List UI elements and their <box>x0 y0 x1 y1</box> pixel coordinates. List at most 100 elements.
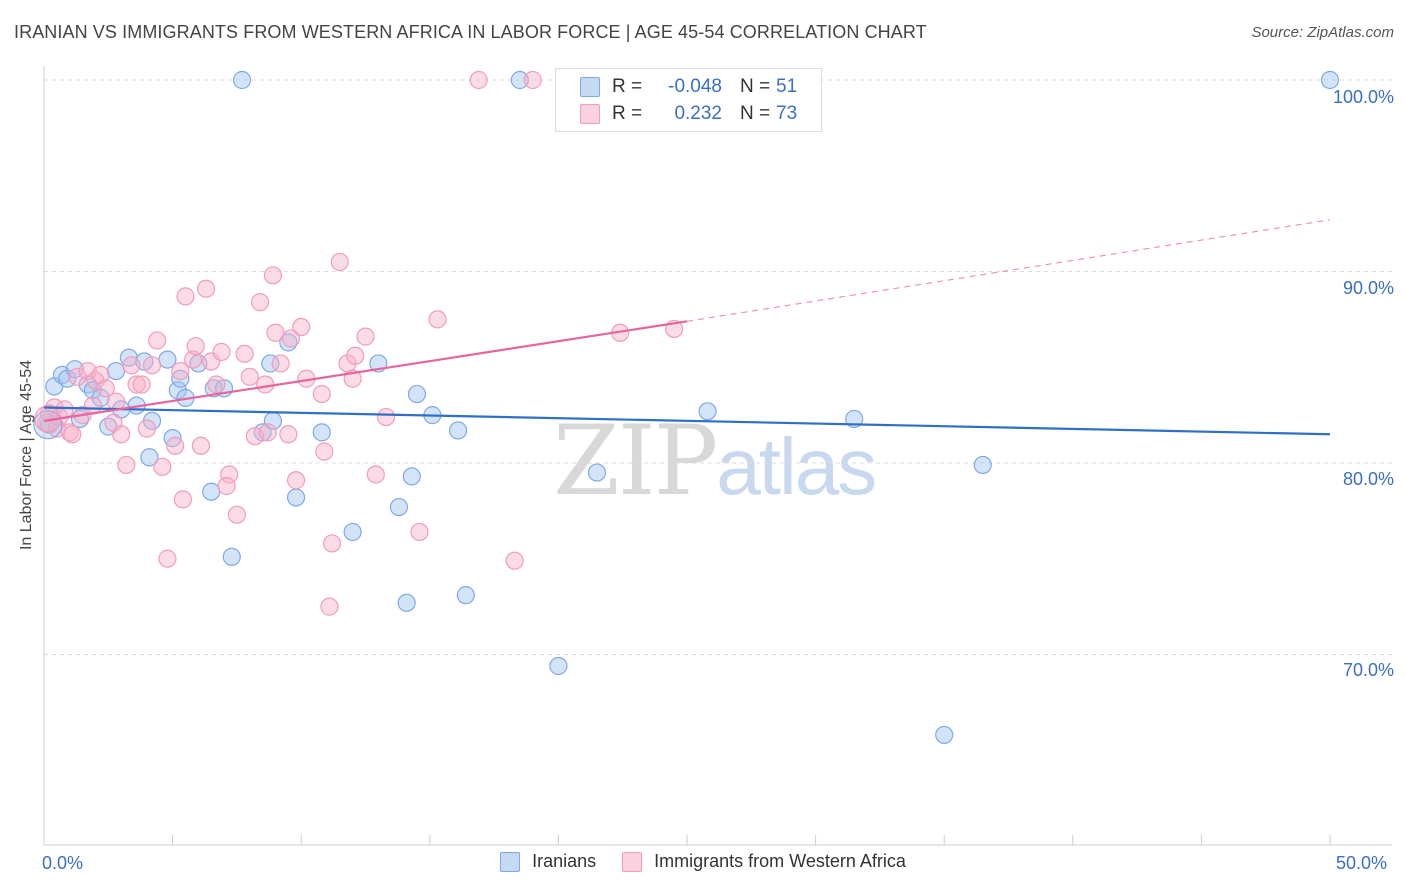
western-africa-point <box>184 350 203 369</box>
iranians-point <box>312 423 331 442</box>
iranians-point <box>510 70 529 90</box>
iranians-point <box>140 448 159 467</box>
western-africa-point <box>176 287 195 306</box>
iranians-point <box>168 381 187 400</box>
western-africa-point <box>356 327 375 346</box>
watermark-zip: ZIP <box>553 405 718 517</box>
iranians-point <box>587 463 607 482</box>
western-africa-point <box>63 425 82 444</box>
y-tick-label-100: 100.0% <box>1332 87 1394 107</box>
iranians-point <box>456 586 475 605</box>
western-africa-point <box>207 375 226 394</box>
western-africa-point <box>68 367 87 386</box>
legend-r-value: -0.048 <box>668 76 722 97</box>
legend-r-label: R = <box>612 76 643 97</box>
western-africa-point <box>469 70 488 90</box>
legend-label-iranians: Iranians <box>532 851 597 871</box>
iranians-trend-line <box>43 406 1331 436</box>
western-africa-point <box>60 423 79 442</box>
y-tick-label-90: 90.0% <box>1342 278 1394 298</box>
iranians-point <box>261 354 280 373</box>
western-africa-point <box>428 310 447 329</box>
iranians-point <box>402 467 421 486</box>
western-africa-point <box>122 356 141 375</box>
western-africa-point <box>217 476 236 496</box>
western-africa-point <box>132 375 151 394</box>
western-africa-point <box>346 346 365 365</box>
watermark: ZIPatlas <box>553 405 877 517</box>
legend-n-value: 51 <box>776 76 798 97</box>
iranians-point <box>106 361 126 381</box>
chart-title: IRANIAN VS IMMIGRANTS FROM WESTERN AFRIC… <box>14 22 927 42</box>
watermark-atlas: atlas <box>716 422 877 511</box>
western-africa-point <box>158 549 177 568</box>
legend-item-iranians: Iranians <box>500 851 596 872</box>
iranians-point <box>1320 70 1340 90</box>
y-tick-label-70: 70.0% <box>1342 660 1394 680</box>
x-tick-label-min: 0.0% <box>42 853 84 873</box>
western-africa-point <box>171 361 190 381</box>
legend-label-western-africa: Immigrants from Western Africa <box>654 851 906 871</box>
western-africa-point <box>258 423 277 442</box>
iranians-point <box>935 725 954 745</box>
western-africa-point <box>312 384 331 404</box>
iranians-point <box>397 593 416 612</box>
western-africa-point <box>186 337 205 356</box>
western-africa-point <box>505 551 524 570</box>
western-africa-point <box>142 356 162 375</box>
iranians-point <box>389 497 409 517</box>
legend-n-label: N = <box>740 103 771 124</box>
series-legend: Iranians Immigrants from Western Africa <box>0 851 1406 872</box>
western-africa-point <box>279 425 298 444</box>
correlation-legend: R = -0.048 N = 51 R = 0.232 N = 73 <box>555 68 822 132</box>
iranians-point <box>286 488 306 507</box>
western-africa-point <box>322 534 342 553</box>
iranians-point <box>343 522 362 542</box>
iranians-point <box>91 388 110 407</box>
y-axis-label: In Labor Force | Age 45-54 <box>18 359 35 551</box>
x-tick-label-max: 50.0% <box>1336 853 1388 873</box>
legend-r-label: R = <box>612 103 643 124</box>
western-africa-point <box>410 522 429 542</box>
iranians-point <box>33 410 63 440</box>
western-africa-point <box>137 419 156 438</box>
iranians-point <box>222 547 241 566</box>
western-africa-point <box>86 371 105 390</box>
iranians-point <box>232 70 252 90</box>
western-africa-point <box>96 379 115 398</box>
legend-item-western-africa: Immigrants from Western Africa <box>622 851 906 872</box>
legend-n-value: 73 <box>776 103 798 124</box>
western-africa-point <box>227 505 246 524</box>
legend-swatch-iranians <box>580 77 600 97</box>
western-africa-point <box>271 354 290 373</box>
western-africa-point <box>286 471 306 490</box>
western-africa-point <box>330 252 349 272</box>
western-africa-point <box>281 329 301 348</box>
western-africa-point <box>263 266 283 285</box>
iranians-point <box>698 402 717 421</box>
western-africa-point <box>196 279 216 298</box>
iranians-point <box>549 656 568 676</box>
y-tick-label-80: 80.0% <box>1342 469 1394 489</box>
source-label: Source: ZipAtlas.com <box>1251 24 1394 41</box>
iranians-point <box>973 455 992 475</box>
western-africa-point <box>315 442 334 461</box>
western-africa-point <box>320 597 339 616</box>
legend-swatch-western-africa <box>580 104 600 124</box>
western-africa-point <box>292 317 311 337</box>
western-africa-point <box>191 436 210 455</box>
western-africa-point <box>166 436 185 455</box>
western-africa-point <box>240 367 259 386</box>
western-africa-point <box>173 490 192 509</box>
legend-row-iranians: R = -0.048 N = 51 <box>580 75 797 99</box>
western-africa-point <box>212 342 231 362</box>
western-africa-point <box>366 465 385 484</box>
western-africa-trend-extension <box>686 219 1331 322</box>
western-africa-point <box>376 407 396 427</box>
legend-swatch-iranians <box>500 851 521 872</box>
western-africa-point <box>127 375 146 394</box>
western-africa-point <box>112 425 131 444</box>
western-africa-point <box>266 323 285 342</box>
iranians-point <box>448 421 468 440</box>
